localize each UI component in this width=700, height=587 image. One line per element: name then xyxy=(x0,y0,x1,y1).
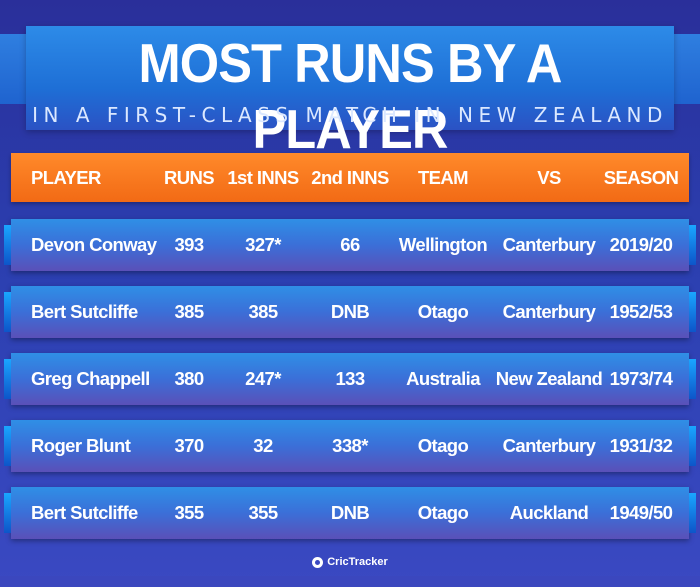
cell-runs: 385 xyxy=(174,301,204,322)
header-1st-inns: 1st INNS xyxy=(227,166,299,188)
cell-2nd-inns: DNB xyxy=(330,502,370,523)
page-title: MOST RUNS BY A PLAYER xyxy=(138,32,563,160)
header-runs: RUNS xyxy=(163,166,215,188)
bottom-band xyxy=(0,576,700,587)
cell-runs: 380 xyxy=(174,368,204,389)
cell-season: 1949/50 xyxy=(609,502,673,523)
table-row: Roger Blunt 370 32 338* Otago Canterbury… xyxy=(4,420,696,472)
row-edge-left xyxy=(4,292,11,332)
cell-team: Otago xyxy=(417,502,469,523)
cell-vs: Canterbury xyxy=(502,301,596,322)
cell-vs: Auckland xyxy=(509,502,589,523)
cell-season: 1952/53 xyxy=(609,301,673,322)
cell-1st-inns: 247* xyxy=(245,368,281,389)
cell-1st-inns: 355 xyxy=(248,502,278,523)
row-edge-right xyxy=(689,359,696,399)
crictracker-logo-icon xyxy=(312,556,324,568)
cell-season: 2019/20 xyxy=(609,234,673,255)
cell-team: Wellington xyxy=(398,234,488,255)
footer-brand: CricTracker xyxy=(0,552,700,572)
cell-2nd-inns: 66 xyxy=(340,234,360,255)
row-edge-left xyxy=(4,426,11,466)
row-edge-right xyxy=(689,493,696,533)
row-edge-right xyxy=(689,225,696,265)
cell-team: Otago xyxy=(417,301,469,322)
row-edge-left xyxy=(4,493,11,533)
header-season: SEASON xyxy=(603,166,679,188)
row-edge-right xyxy=(689,426,696,466)
cell-2nd-inns: 133 xyxy=(335,368,365,389)
cell-2nd-inns: DNB xyxy=(330,301,370,322)
header-team: TEAM xyxy=(417,166,469,188)
cell-season: 1973/74 xyxy=(609,368,673,389)
cell-1st-inns: 327* xyxy=(245,234,281,255)
cell-2nd-inns: 338* xyxy=(332,435,368,456)
cell-vs: Canterbury xyxy=(502,234,596,255)
row-edge-left xyxy=(4,359,11,399)
title-card xyxy=(26,26,674,130)
cell-team: Otago xyxy=(417,435,469,456)
header-player: PLAYER xyxy=(31,166,101,188)
cell-runs: 355 xyxy=(174,502,204,523)
cell-vs: New Zealand xyxy=(495,368,603,389)
cell-season: 1931/32 xyxy=(609,435,673,456)
table-row: Bert Sutcliffe 355 355 DNB Otago Aucklan… xyxy=(4,487,696,539)
table-row: Greg Chappell 380 247* 133 Australia New… xyxy=(4,353,696,405)
cell-player: Roger Blunt xyxy=(31,435,131,456)
brand-name: CricTracker xyxy=(327,556,388,568)
cell-runs: 370 xyxy=(174,435,204,456)
cell-player: Devon Conway xyxy=(31,234,157,255)
cell-vs: Canterbury xyxy=(502,435,596,456)
cell-1st-inns: 385 xyxy=(248,301,278,322)
cell-runs: 393 xyxy=(174,234,204,255)
table-row: Devon Conway 393 327* 66 Wellington Cant… xyxy=(4,219,696,271)
cell-player: Greg Chappell xyxy=(31,368,150,389)
cell-team: Australia xyxy=(406,368,480,389)
header-vs: VS xyxy=(537,166,561,188)
page-subtitle: IN A FIRST-CLASS MATCH IN NEW ZEALAND xyxy=(32,103,668,127)
table-header: PLAYER RUNS 1st INNS 2nd INNS TEAM VS SE… xyxy=(11,153,689,202)
table-row: Bert Sutcliffe 385 385 DNB Otago Canterb… xyxy=(4,286,696,338)
cell-player: Bert Sutcliffe xyxy=(31,301,138,322)
cell-1st-inns: 32 xyxy=(253,435,273,456)
row-edge-right xyxy=(689,292,696,332)
header-2nd-inns: 2nd INNS xyxy=(311,166,389,188)
cell-player: Bert Sutcliffe xyxy=(31,502,138,523)
row-edge-left xyxy=(4,225,11,265)
